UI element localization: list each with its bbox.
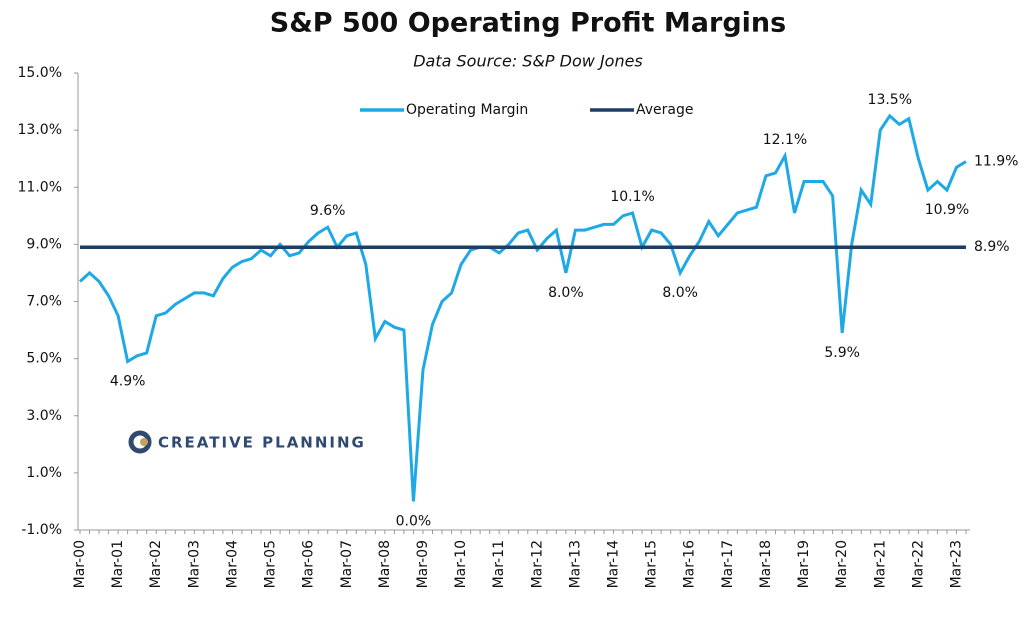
x-tick-label: Mar-16	[682, 540, 698, 588]
data-label: 4.9%	[110, 373, 146, 389]
x-tick-label: Mar-15	[644, 540, 660, 588]
x-tick-label: Mar-03	[186, 540, 202, 588]
y-tick-label: -1.0%	[21, 522, 62, 538]
x-tick-label: Mar-14	[606, 540, 622, 588]
logo: CREATIVE PLANNING	[128, 430, 366, 454]
x-tick-label: Mar-07	[339, 540, 355, 588]
x-tick-label: Mar-08	[377, 540, 393, 588]
y-tick-label: 13.0%	[18, 122, 62, 138]
legend-label: Operating Margin	[406, 102, 528, 118]
y-tick-label: 11.0%	[18, 179, 62, 195]
x-tick-label: Mar-23	[948, 540, 964, 588]
data-label: 13.5%	[868, 92, 912, 108]
x-tick-label: Mar-02	[148, 540, 164, 588]
x-tick-label: Mar-12	[529, 540, 545, 588]
y-tick-label: 9.0%	[26, 236, 62, 252]
data-label: 11.9%	[974, 154, 1018, 170]
x-tick-label: Mar-17	[720, 540, 736, 588]
data-label: 12.1%	[763, 132, 807, 148]
x-tick-label: Mar-01	[110, 540, 126, 588]
x-tick-label: Mar-00	[72, 540, 88, 588]
data-label: 5.9%	[824, 345, 860, 361]
x-tick-label: Mar-13	[567, 540, 583, 588]
x-tick-label: Mar-05	[263, 540, 279, 588]
x-tick-label: Mar-10	[453, 540, 469, 588]
y-tick-label: 5.0%	[26, 351, 62, 367]
y-tick-label: 3.0%	[26, 408, 62, 424]
chart-title: S&P 500 Operating Profit Margins	[270, 8, 786, 39]
x-tick-label: Mar-04	[224, 540, 240, 588]
data-label: 9.6%	[310, 203, 346, 219]
x-tick-label: Mar-06	[301, 540, 317, 588]
x-tick-label: Mar-22	[910, 540, 926, 588]
logo-icon	[128, 430, 152, 454]
data-label: 8.9%	[974, 239, 1010, 255]
y-tick-label: 1.0%	[26, 465, 62, 481]
data-label: 0.0%	[396, 513, 432, 529]
logo-text: CREATIVE PLANNING	[158, 434, 366, 452]
legend-label: Average	[636, 102, 694, 118]
y-tick-label: 15.0%	[18, 65, 62, 81]
y-tick-label: 7.0%	[26, 294, 62, 310]
x-tick-label: Mar-18	[758, 540, 774, 588]
chart-subtitle: Data Source: S&P Dow Jones	[413, 52, 643, 71]
data-label: 10.9%	[925, 202, 969, 218]
x-tick-label: Mar-20	[834, 540, 850, 588]
x-tick-label: Mar-21	[872, 540, 888, 588]
data-label: 8.0%	[548, 285, 584, 301]
x-tick-label: Mar-11	[491, 540, 507, 588]
series-line	[78, 113, 967, 502]
x-tick-label: Mar-19	[796, 540, 812, 588]
x-tick-label: Mar-09	[415, 540, 431, 588]
data-label: 8.0%	[662, 285, 698, 301]
data-label: 10.1%	[610, 189, 654, 205]
logo-icon-dot	[140, 438, 148, 446]
